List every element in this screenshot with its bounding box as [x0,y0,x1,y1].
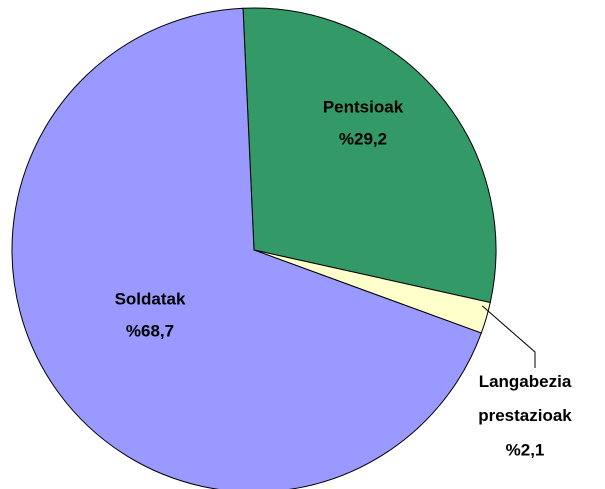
pie-slice [11,7,482,489]
slice-label: Pentsioak [323,97,404,116]
leader-line [481,305,536,368]
labels: Pentsioak %29,2 Langabezia prestazioak %2,1 S… [115,97,573,459]
pie-slice [242,7,497,304]
value-label: %68,7 [126,321,174,340]
slice-label: Soldatak [115,289,186,308]
value-label: %29,2 [339,129,387,148]
pie [11,7,497,489]
slice-label: Langabezia prestazioak [478,372,572,425]
value-label: %2,1 [506,440,545,459]
